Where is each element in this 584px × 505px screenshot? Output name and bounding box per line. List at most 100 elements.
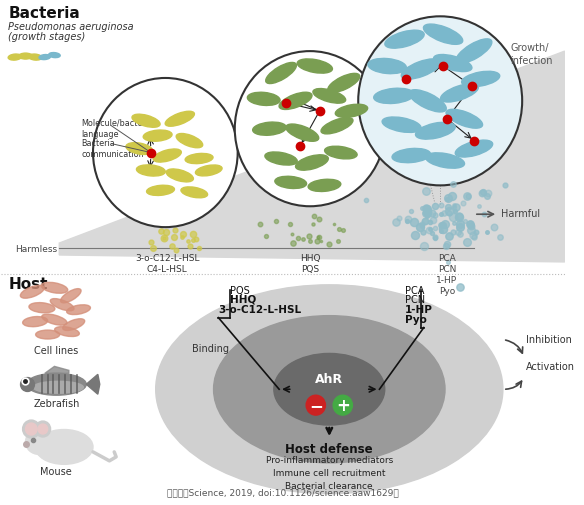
Ellipse shape — [313, 88, 346, 103]
Text: Pseudomonas aeruginosa: Pseudomonas aeruginosa — [8, 22, 134, 32]
Ellipse shape — [26, 373, 86, 395]
Ellipse shape — [275, 176, 307, 188]
Ellipse shape — [61, 289, 81, 303]
Ellipse shape — [185, 154, 213, 164]
Polygon shape — [86, 374, 100, 394]
Ellipse shape — [321, 118, 353, 134]
Ellipse shape — [35, 430, 93, 464]
Text: 3-o-C12-L-HSL: 3-o-C12-L-HSL — [218, 305, 301, 315]
Circle shape — [23, 420, 40, 438]
Ellipse shape — [166, 169, 193, 182]
Ellipse shape — [265, 152, 297, 165]
Ellipse shape — [137, 165, 165, 176]
Ellipse shape — [456, 39, 492, 64]
Ellipse shape — [253, 122, 286, 135]
Text: PQS: PQS — [230, 286, 250, 296]
Ellipse shape — [26, 430, 53, 454]
Text: +: + — [336, 397, 350, 415]
Ellipse shape — [36, 330, 60, 339]
Text: Binding: Binding — [192, 344, 230, 355]
Ellipse shape — [248, 92, 280, 106]
Text: Inhibition: Inhibition — [526, 334, 572, 344]
Ellipse shape — [308, 179, 341, 191]
Ellipse shape — [8, 54, 22, 60]
Ellipse shape — [165, 111, 194, 126]
Text: HHQ
PQS: HHQ PQS — [300, 254, 320, 274]
Ellipse shape — [297, 59, 332, 73]
Ellipse shape — [39, 55, 51, 60]
Text: AhR: AhR — [315, 373, 343, 386]
Ellipse shape — [335, 104, 368, 117]
Ellipse shape — [279, 92, 312, 110]
Ellipse shape — [196, 165, 222, 176]
Ellipse shape — [176, 133, 203, 148]
Text: Pyo: Pyo — [405, 315, 426, 325]
Ellipse shape — [274, 354, 385, 425]
Ellipse shape — [392, 148, 430, 163]
Circle shape — [358, 16, 522, 185]
Circle shape — [306, 395, 325, 415]
Text: Bacteria: Bacteria — [8, 7, 80, 21]
Circle shape — [38, 424, 48, 434]
Polygon shape — [59, 51, 565, 262]
Ellipse shape — [23, 317, 48, 327]
Text: 图片来自Science, 2019, doi:10.1126/science.aaw1629。: 图片来自Science, 2019, doi:10.1126/science.a… — [167, 489, 399, 498]
Ellipse shape — [328, 73, 360, 92]
Text: PCA: PCA — [405, 286, 424, 296]
Ellipse shape — [462, 71, 500, 87]
Ellipse shape — [368, 59, 406, 74]
Ellipse shape — [33, 381, 84, 393]
Ellipse shape — [325, 146, 357, 159]
Ellipse shape — [446, 109, 482, 128]
Text: Growth/
infection: Growth/ infection — [510, 43, 553, 66]
Ellipse shape — [374, 88, 414, 104]
Ellipse shape — [29, 302, 55, 313]
Ellipse shape — [286, 124, 319, 141]
Ellipse shape — [67, 305, 91, 315]
Text: Zebrafish: Zebrafish — [33, 399, 79, 409]
Text: Pro-inflammatory mediators
Immune cell recruitment
Bacterial clearance: Pro-inflammatory mediators Immune cell r… — [266, 456, 393, 491]
Circle shape — [333, 395, 352, 415]
Ellipse shape — [143, 130, 172, 141]
Ellipse shape — [156, 285, 503, 494]
Ellipse shape — [132, 114, 160, 127]
Text: HHQ: HHQ — [230, 295, 256, 305]
Ellipse shape — [456, 140, 493, 157]
Text: PCN: PCN — [405, 295, 425, 305]
Text: 3-o-C12-L-HSL
C4-L-HSL: 3-o-C12-L-HSL C4-L-HSL — [135, 254, 200, 274]
Text: Host defense: Host defense — [286, 443, 373, 456]
Ellipse shape — [415, 122, 456, 139]
Text: Bacteria
communication: Bacteria communication — [81, 139, 144, 159]
Text: Activation: Activation — [526, 363, 575, 372]
Ellipse shape — [62, 319, 85, 330]
Polygon shape — [45, 366, 69, 373]
Ellipse shape — [385, 30, 424, 48]
Text: Host: Host — [8, 277, 48, 292]
Ellipse shape — [423, 24, 463, 44]
Text: Mouse: Mouse — [40, 467, 72, 477]
Ellipse shape — [440, 84, 478, 102]
Circle shape — [35, 421, 51, 437]
Text: −: − — [309, 397, 323, 415]
Ellipse shape — [433, 55, 472, 72]
Ellipse shape — [214, 316, 445, 463]
Text: 1-HP: 1-HP — [405, 305, 432, 315]
Circle shape — [26, 423, 37, 435]
Ellipse shape — [19, 53, 32, 59]
Ellipse shape — [147, 185, 175, 195]
Text: PCA
PCN
1-HP
Pyo: PCA PCN 1-HP Pyo — [436, 254, 457, 296]
Ellipse shape — [29, 54, 42, 60]
Ellipse shape — [382, 117, 421, 132]
Text: Harmful: Harmful — [501, 209, 540, 219]
Circle shape — [235, 51, 385, 206]
Text: Cell lines: Cell lines — [34, 346, 78, 357]
Ellipse shape — [48, 53, 60, 58]
Ellipse shape — [153, 149, 181, 162]
Ellipse shape — [126, 143, 152, 155]
Ellipse shape — [41, 282, 68, 293]
Ellipse shape — [54, 327, 79, 336]
Ellipse shape — [401, 59, 440, 79]
Ellipse shape — [20, 285, 44, 298]
Text: Harmless: Harmless — [15, 244, 57, 254]
Ellipse shape — [426, 153, 464, 168]
